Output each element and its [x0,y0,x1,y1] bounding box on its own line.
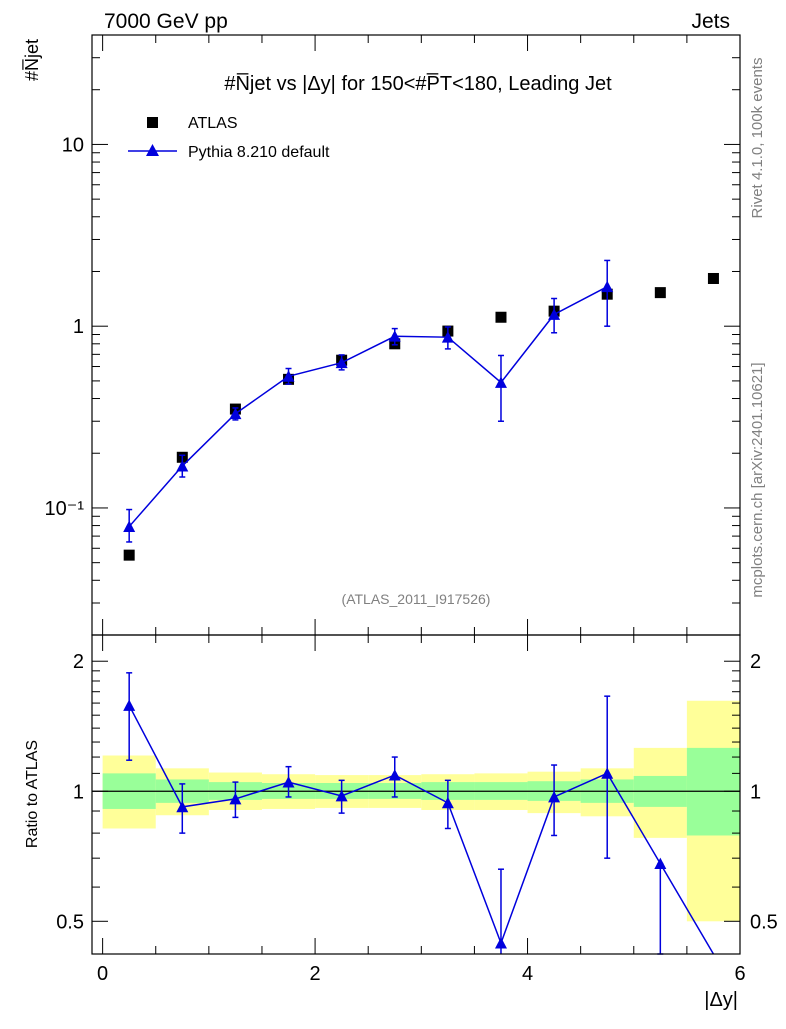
main-plot [92,34,741,636]
ratio-data-point [601,767,614,779]
analysis-annotation: (ATLAS_2011_I917526) [342,591,491,607]
ratio-y-tick-label-right: 2 [750,651,761,673]
ratio-y-tick-label-left: 2 [73,651,84,673]
main-y-tick-label: 10 [62,134,84,156]
atlas-data-point [654,287,666,299]
ratio-y-tick-label-left: 0.5 [56,911,84,933]
legend: ATLAS Pythia 8.210 default [128,115,330,161]
pythia-data-point [229,407,242,420]
side-text-bottom: mcplots.cern.ch [arXiv:2401.10621] [749,362,766,597]
ratio-x-tick-label: 6 [734,963,745,985]
ratio-data-point [388,769,401,781]
ratio-data-point [123,699,136,711]
ratio-y-tick-label-left: 1 [73,781,84,803]
pythia-series-line [128,285,608,528]
ratio-data-point [176,800,189,813]
ratio-data-point [335,790,348,802]
atlas-data-point [123,549,135,561]
legend-pythia-marker [146,144,159,156]
pythia-data-point [282,370,295,382]
y-axis-label: #N̅jet [22,39,42,81]
ratio-data-point [441,796,454,809]
ratio-y-tick-label-right: 1 [750,781,761,803]
side-text-top: Rivet 4.1.0, 100k events [749,58,766,219]
legend-pythia-label: Pythia 8.210 default [188,144,330,161]
ratio-plot-frame [91,634,741,955]
main-y-tick-label: 1 [73,316,84,338]
pythia-data-point [123,520,136,532]
legend-atlas-label: ATLAS [188,115,238,132]
ratio-data-point [494,937,507,949]
pythia-data-point [388,330,401,342]
ratio-y-axis-label: Ratio to ATLAS [24,740,41,848]
ratio-pythia-line [128,705,715,955]
pythia-data-point [176,460,189,472]
x-axis-label: |Δy| [704,989,738,1011]
pythia-data-point [494,376,507,388]
ratio-y-tick-label-right: 0.5 [750,911,778,933]
ratio-data-point [282,776,295,788]
ratio-x-tick-label: 4 [522,963,533,985]
plot-title: #N̅jet vs |Δy| for 150<#P̅T<180, Leading… [224,72,612,95]
ratio-data-point [654,857,667,870]
pythia-data-point [441,331,454,343]
main-y-tick-label: 10⁻¹ [45,498,85,520]
ratio-data-point [548,790,561,803]
ratio-x-tick-label: 0 [97,963,108,985]
atlas-data-point [707,272,719,284]
header-left: 7000 GeV pp [104,10,228,33]
atlas-data-point [495,311,507,323]
ratio-x-tick-label: 2 [310,963,321,985]
pythia-data-point [335,356,348,369]
ratio-data-point [229,792,242,805]
pythia-data-point [601,280,614,293]
header-right: Jets [691,10,730,33]
legend-atlas-marker [147,117,158,128]
ratio-plot [92,635,741,955]
pythia-data-point [548,308,561,320]
